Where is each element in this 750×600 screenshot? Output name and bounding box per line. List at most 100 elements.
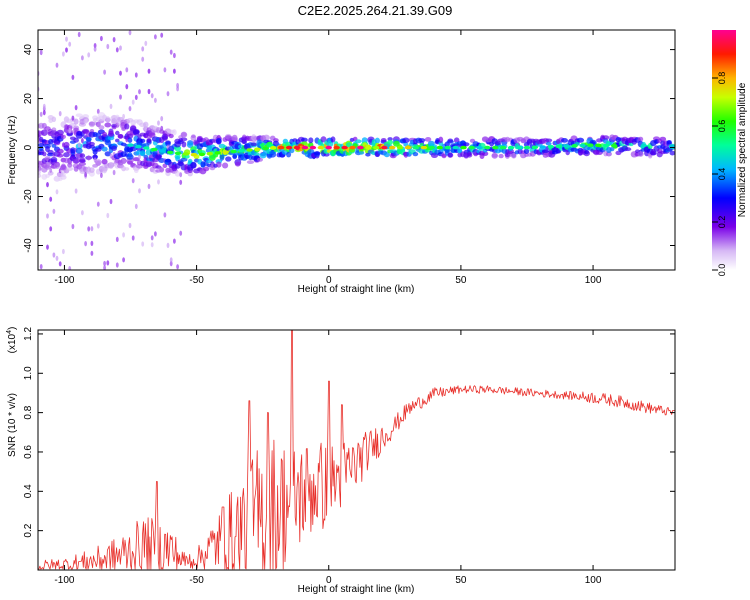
spectrogram-ridge-cell — [428, 145, 435, 150]
spectrogram-cell — [131, 99, 135, 105]
spectrogram-cell — [605, 151, 612, 157]
spectrogram-cell — [387, 137, 393, 141]
colorbar-tick-label: 0.4 — [717, 168, 727, 181]
spectrogram-ridge-cell — [579, 143, 586, 148]
colorbar-tick-label: 0.0 — [717, 264, 727, 277]
spectrogram-ridge-cell — [420, 145, 428, 150]
spectrogram-cell — [166, 242, 170, 248]
spectrogram-ridge-cell — [262, 146, 269, 151]
spectrogram-cell — [498, 153, 504, 159]
spectrogram-cell — [100, 35, 103, 42]
spectrogram-ridge-cell — [341, 145, 348, 150]
spectrogram-cell — [112, 37, 116, 43]
spectrogram-ridge-cell — [174, 151, 182, 155]
spectrogram-ridge-cell — [396, 145, 404, 150]
spectrogram-ridge-cell — [587, 143, 594, 147]
spectrogram-cell — [71, 223, 75, 230]
spectrogram-cell — [85, 136, 92, 142]
spectrogram-ridge-cell — [523, 145, 531, 150]
spectrogram-cell — [541, 149, 550, 154]
spectrogram-ridge-cell — [412, 145, 420, 150]
spectrogram-cell — [246, 160, 255, 165]
spectrogram-cell — [666, 140, 672, 145]
snr-series-line — [38, 330, 675, 570]
spectrogram-ridge-cell — [127, 143, 134, 147]
spectrogram-cell — [313, 151, 321, 156]
spectrogram-cell — [163, 67, 167, 73]
spectrogram-cell — [55, 255, 59, 261]
spectrogram-y-label: Frequency (Hz) — [7, 116, 18, 185]
spectrogram-ridge-cell — [507, 145, 515, 150]
snr-panel: -100 -50 0 50 100 0.2 0.4 0.6 0.8 1.0 1.2 Height … — [6, 327, 676, 595]
spectrogram-cell — [257, 157, 263, 162]
spectrogram-y-tick-label: 40 — [23, 44, 34, 56]
spectrogram-cell — [88, 141, 95, 146]
spectrogram-cell — [115, 262, 119, 268]
spectrogram-ridge-cell — [468, 145, 475, 150]
spectrogram-cell — [138, 89, 141, 95]
spectrogram-cell — [84, 172, 87, 178]
spectrogram-cell — [383, 151, 390, 158]
spectrogram-cell — [115, 138, 120, 143]
spectrogram-panel: -100 -50 0 50 100 -40 -20 0 20 40 Height of stra… — [7, 29, 676, 295]
spectrogram-cell — [141, 46, 145, 52]
spectrogram-cell — [92, 154, 98, 160]
spectrogram-cell — [330, 136, 336, 143]
spectrogram-cell — [308, 137, 314, 144]
spectrogram-cell — [122, 232, 125, 238]
colorbar-label: Normalized spectral amplitude — [737, 82, 748, 217]
spectrogram-cell — [438, 136, 444, 143]
snr-y-scale: (x104) — [6, 327, 18, 354]
spectrogram-ridge-cell — [373, 145, 380, 150]
spectrogram-cell — [169, 49, 173, 55]
spectrogram-ridge-cell — [547, 144, 554, 149]
spectrogram-ridge-cell — [531, 145, 539, 150]
spectrogram-cell — [148, 132, 156, 138]
spectrogram-cell — [134, 94, 138, 100]
spectrogram-cell — [154, 97, 157, 103]
spectrogram-cell — [169, 261, 173, 267]
spectrogram-cell — [77, 142, 81, 148]
spectrogram-cell — [75, 113, 83, 117]
spectrogram-cell — [157, 120, 160, 126]
spectrogram-cell — [49, 196, 53, 202]
spectrogram-cell — [104, 122, 112, 128]
spectrogram-cell — [101, 158, 108, 165]
spectrogram-cell — [225, 156, 232, 162]
spectrogram-cell — [73, 127, 79, 132]
spectrogram-cell — [125, 84, 129, 90]
spectrogram-cell — [109, 198, 113, 205]
spectrogram-ridge-cell — [500, 145, 507, 150]
spectrogram-cell — [168, 133, 174, 139]
spectrogram-cell — [179, 230, 183, 236]
spectrogram-ridge-cell — [230, 149, 237, 154]
spectrogram-cell — [122, 113, 125, 120]
spectrogram-y-ticks: -40 -20 0 20 40 — [23, 44, 675, 253]
spectrogram-frame — [37, 29, 676, 271]
spectrogram-cell — [65, 36, 68, 42]
spectrogram-cell — [71, 115, 75, 121]
spectrogram-cell — [46, 213, 49, 219]
spectrogram-cells — [38, 30, 675, 270]
spectrogram-ridge-cell — [389, 145, 396, 150]
spectrogram-cell — [447, 152, 453, 158]
spectrogram-cell — [98, 125, 105, 130]
spectrogram-ridge-cell — [357, 145, 364, 150]
snr-x-tick-label: 0 — [326, 575, 332, 586]
spectrogram-cell — [545, 141, 552, 146]
spectrogram-ridge-cell — [206, 151, 213, 156]
spectrogram-cell — [140, 150, 146, 156]
spectrogram-cell — [180, 131, 188, 138]
spectrogram-cell — [141, 241, 145, 247]
spectrogram-cell — [38, 145, 44, 151]
spectrogram-cell — [56, 148, 64, 154]
spectrogram-cell — [90, 226, 94, 232]
spectrogram-cell — [132, 129, 140, 134]
spectrogram-cell — [87, 52, 91, 58]
spectrogram-cell — [49, 167, 53, 173]
spectrogram-cell — [75, 147, 83, 154]
spectrogram-cell — [216, 161, 222, 168]
spectrogram-cell — [491, 152, 498, 159]
spectrogram-cell — [124, 123, 130, 130]
spectrogram-cell — [418, 138, 426, 143]
